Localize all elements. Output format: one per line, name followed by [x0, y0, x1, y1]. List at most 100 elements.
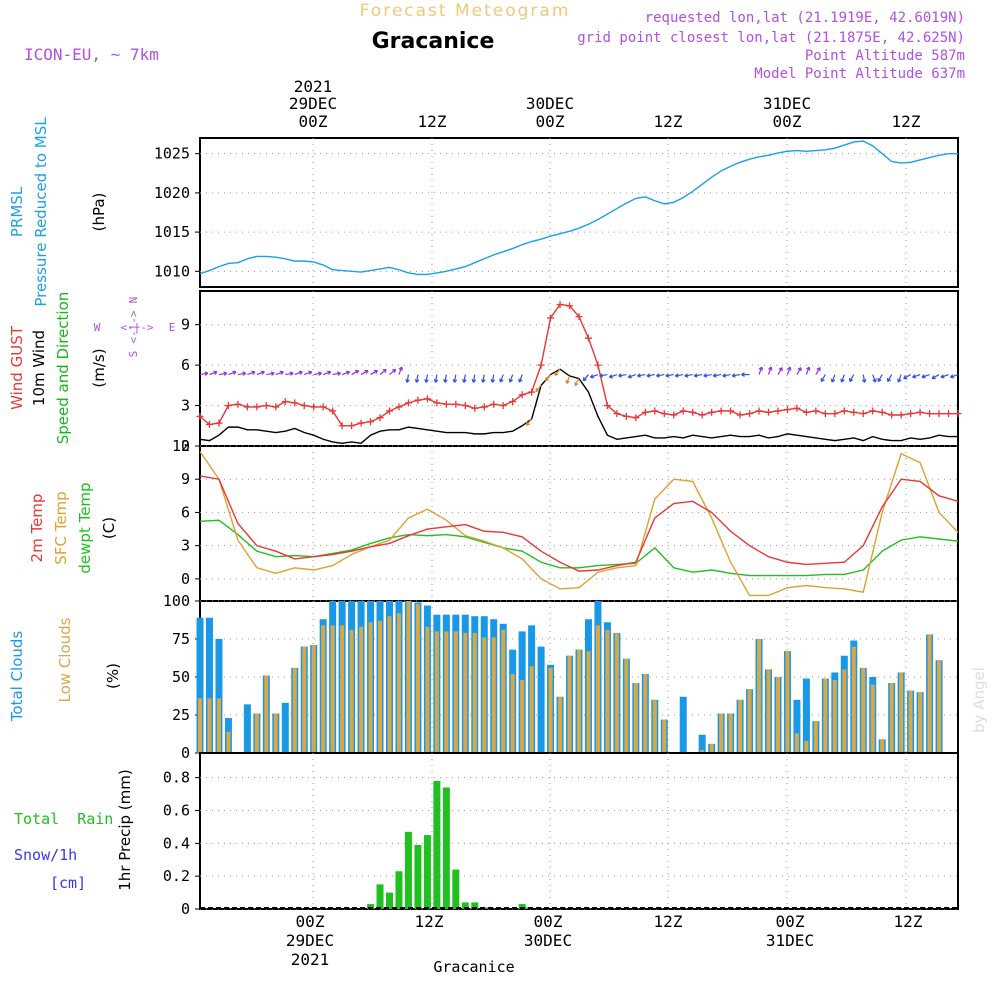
- wind-gust-line-point: [386, 407, 393, 415]
- wind-gust-line-point: [888, 411, 896, 419]
- wind-arrow-head: [279, 370, 284, 375]
- wind-arrow: [256, 371, 265, 376]
- model-point-altitude: Model Point Altitude 637m: [754, 66, 965, 82]
- wind-arrow: [341, 371, 350, 376]
- wind-arrow-head: [382, 368, 387, 373]
- clouds-unit: (%): [104, 663, 122, 689]
- wind-gust-line-point: [291, 399, 299, 407]
- low-cloud-bar: [918, 692, 923, 753]
- wind-arrow: [544, 374, 552, 382]
- compass-n: N: [127, 297, 140, 304]
- wind-arrow-head: [535, 387, 540, 393]
- y-tick-label: 9: [181, 470, 190, 488]
- wind-arrow: [877, 374, 883, 382]
- wind-gust-line-point: [907, 410, 915, 418]
- low-cloud-bar: [823, 678, 828, 753]
- wind-gust-line-point: [215, 419, 223, 427]
- wind-arrow: [518, 374, 523, 383]
- wind-arrow-head: [270, 371, 275, 376]
- wind-arrow-head: [787, 366, 792, 371]
- wind-gust-line-point: [812, 407, 820, 415]
- wind-arrow: [304, 371, 312, 376]
- low-cloud-bar: [207, 698, 212, 753]
- wind-gust-line-point: [262, 402, 270, 410]
- wind-arrow: [247, 371, 256, 376]
- panel-wind: 0 3 6 9: [181, 290, 962, 455]
- wind-arrow-head: [912, 374, 917, 379]
- wind-gust-line-point: [357, 419, 365, 427]
- wind-arrow-head: [318, 371, 322, 376]
- bottom-axis-hour: 00Z: [776, 912, 805, 931]
- low-cloud-bar: [832, 680, 837, 753]
- wind-arrow: [425, 374, 428, 383]
- wind-arrow: [805, 366, 810, 375]
- wind-gust-line-point: [708, 408, 716, 416]
- wind-arrow-head: [392, 368, 397, 373]
- low-cloud-bar: [406, 601, 411, 753]
- wind-arrow-head: [741, 372, 745, 377]
- y-tick-label: 75: [172, 630, 190, 648]
- wind-gust-line-point: [670, 411, 678, 419]
- wind-gust-line-point: [196, 412, 204, 420]
- wind-arrow-head: [414, 378, 420, 383]
- wind-gust-line-point: [802, 408, 810, 416]
- low-cloud-bar: [785, 651, 790, 753]
- y-tick-label: 1015: [154, 223, 190, 241]
- wind-gust-line-point: [319, 403, 327, 411]
- subtitle: Forecast Meteogram: [360, 1, 571, 21]
- low-cloud-bar: [434, 631, 439, 753]
- wind-arrow-head: [903, 375, 908, 380]
- wind-gust-line-point: [404, 399, 412, 407]
- wind-arrow-head: [778, 367, 783, 372]
- total-cloud-bar: [196, 617, 204, 753]
- wind-gust-line-point: [698, 411, 706, 419]
- wind-arrow-head: [758, 366, 764, 371]
- plot-area: 10101015102010250369036912025507510000.2…: [154, 137, 962, 918]
- pressure-label-short: PRMSL: [8, 186, 26, 237]
- y-tick-label: 100: [163, 592, 190, 610]
- wind-arrow-head: [931, 375, 936, 380]
- wind-arrow: [313, 372, 322, 376]
- watermark: by Angel: [970, 667, 988, 733]
- wind-arrow-head: [722, 373, 727, 378]
- wind-arrow: [444, 374, 447, 383]
- wind-arrow: [463, 374, 466, 383]
- wind-arrow-head: [674, 373, 679, 378]
- low-cloud-bar: [482, 637, 487, 753]
- wind-arrow: [266, 372, 275, 376]
- wind-gust-line-point: [651, 407, 659, 415]
- wind-gust-line-point: [613, 410, 621, 418]
- bottom-axis-day: 29DEC: [286, 931, 334, 950]
- bottom-axis-hour: 12Z: [415, 912, 444, 931]
- low-cloud-bar: [813, 721, 818, 753]
- wind-arrow-head: [223, 371, 228, 376]
- wind-arrow: [509, 374, 514, 383]
- top-axis-day: 30DEC: [526, 94, 574, 113]
- wind-arrow: [820, 374, 826, 382]
- wind-arrow: [228, 371, 237, 376]
- wind-arrow: [950, 374, 959, 378]
- wind-arrow-head: [768, 366, 773, 371]
- wind-gust-line-point: [556, 300, 564, 308]
- low-cloud-bar: [804, 740, 809, 753]
- wind-arrow: [370, 370, 378, 376]
- rain-bar: [386, 892, 393, 909]
- wind-gust-line-point: [367, 418, 375, 426]
- wind-gust-line-point: [281, 398, 289, 406]
- wind-arrow: [912, 374, 921, 378]
- wind-gust-line-point: [442, 400, 450, 408]
- wind-arrow-head: [684, 373, 689, 378]
- rain-bar: [414, 844, 422, 909]
- total-cloud-bar: [679, 696, 687, 753]
- wind-arrow: [398, 366, 403, 375]
- low-cloud-bar: [870, 684, 875, 753]
- wind-arrow-head: [433, 378, 439, 383]
- low-cloud-bar: [889, 683, 894, 753]
- low-cloud-bar: [510, 673, 515, 753]
- wind-arrow-head: [289, 371, 294, 376]
- wind-arrow-head: [508, 378, 514, 383]
- wind-arrow-head: [308, 370, 313, 375]
- panel-precip: 0 0.2 0.4 0.6 0.8: [163, 752, 959, 918]
- wind-arrow: [703, 373, 712, 377]
- low-cloud-bar: [548, 667, 553, 753]
